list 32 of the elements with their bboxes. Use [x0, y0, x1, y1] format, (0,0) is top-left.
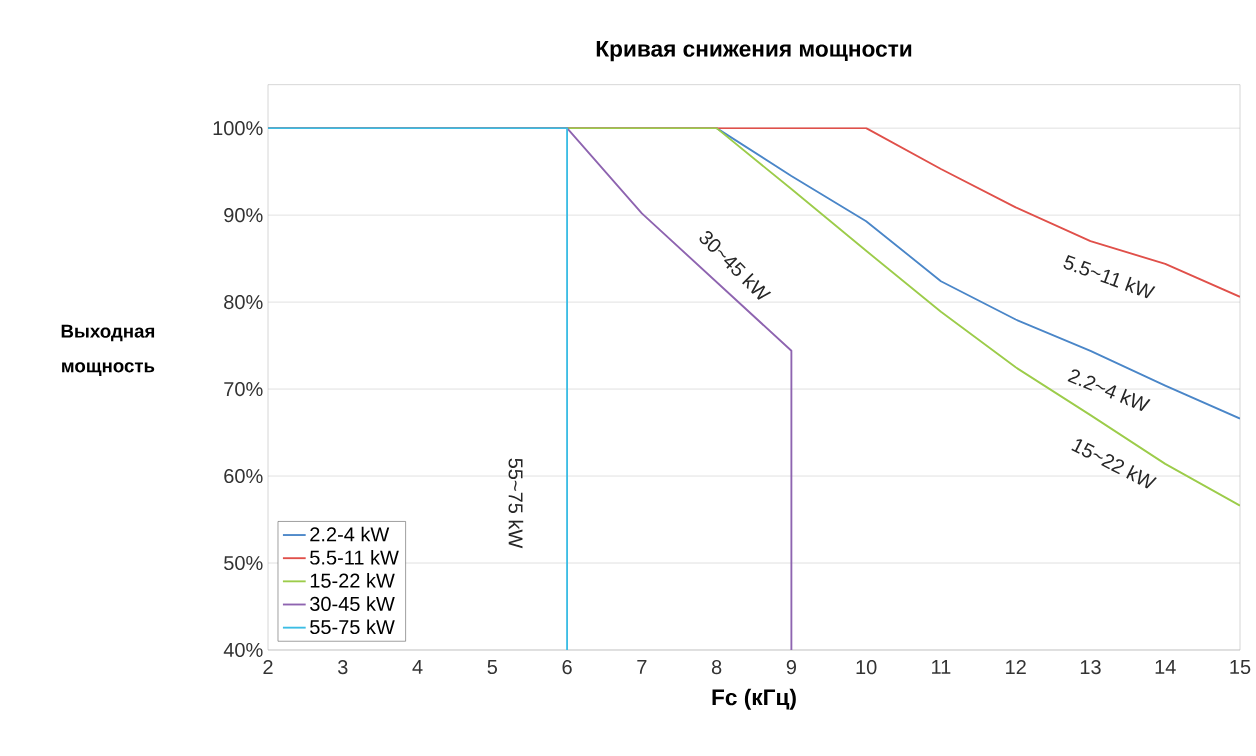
x-tick-label: 2 [263, 660, 273, 674]
chart-title: Кривая снижения мощности [596, 40, 912, 62]
y-axis-title: Выходная мощность [61, 324, 155, 376]
x-tick-label: 12 [1006, 660, 1026, 674]
y-tick-label: 40% [223, 642, 263, 658]
x-tick-label: 14 [1155, 660, 1176, 674]
x-tick-label: 5 [487, 660, 498, 674]
annotation: 2.2~4 kW [1067, 369, 1151, 412]
x-tick-label: 13 [1080, 660, 1101, 675]
x-tick-label: 8 [711, 660, 722, 675]
y-tick-label: 70% [224, 381, 263, 397]
legend-label: 5.5-11 kW [310, 549, 399, 565]
x-tick-label: 3 [337, 660, 348, 675]
annotation: 55~75 kW [508, 458, 524, 549]
x-tick-label: 4 [412, 660, 423, 674]
x-tick-label: 15 [1230, 660, 1251, 674]
legend-label: 30-45 kW [310, 596, 395, 611]
y-tick-label: 50% [224, 555, 263, 571]
x-tick-label: 9 [786, 660, 796, 675]
y-tick-label: 90% [224, 208, 263, 223]
y-tick-label: 100% [213, 121, 263, 136]
x-tick-label: 7 [637, 660, 647, 674]
x-tick-label: 10 [856, 660, 877, 675]
legend-label: 15-22 kW [310, 573, 395, 588]
annotation: 5.5~11 kW [1063, 255, 1156, 299]
x-tick-label: 11 [932, 660, 951, 674]
legend-label: 55-75 kW [310, 619, 395, 635]
x-tick-label: 6 [562, 660, 572, 675]
legend-label: 2.2-4 kW [310, 526, 390, 542]
x-axis-title: Fc (кГц) [712, 688, 796, 710]
y-tick-label: 60% [224, 468, 263, 484]
y-tick-label: 80% [224, 295, 263, 310]
